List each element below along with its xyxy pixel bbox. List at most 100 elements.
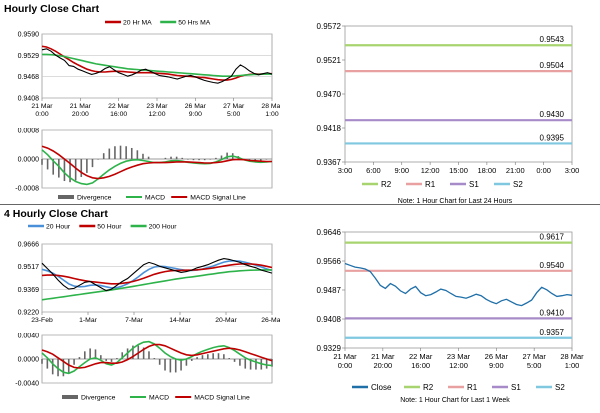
series-line-50-hour: [41, 262, 273, 285]
level-label-r1: 0.9504: [540, 61, 565, 70]
x-tick-label-time: 16:00: [110, 111, 127, 118]
x-tick-label: 20-Mar: [215, 317, 237, 324]
x-tick-label: 9:00: [394, 166, 409, 175]
x-tick-label: 15:00: [449, 166, 468, 175]
y-tick-label: 0.0008: [18, 128, 40, 135]
level-label-s1: 0.9410: [540, 308, 565, 317]
y-tick-label: 0.9487: [317, 286, 342, 295]
level-label-s2: 0.9395: [540, 133, 565, 142]
x-tick-label: 7-Mar: [125, 317, 143, 324]
four-hourly-levels-chart: 0.9646 0.9566 0.9487 0.9408 0.9329 0.9617 0.95…: [317, 228, 585, 392]
x-tick-label-time: 16:00: [411, 361, 430, 370]
plot-frame: [41, 33, 273, 99]
four-hourly-macd-chart: 0.0040 0.0000 -0.0040 Divergence MACD MACD Si…: [15, 333, 273, 402]
legend-label-s2: S2: [513, 180, 523, 189]
x-tick-label: 12:00: [421, 166, 440, 175]
legend-label-r2: R2: [423, 383, 434, 392]
legend-label-divergence: Divergence: [81, 395, 116, 402]
x-tick-label-time: 1:00: [265, 111, 278, 118]
x-tick-label: 22 Mar: [108, 103, 130, 110]
level-label-r2: 0.9543: [540, 35, 565, 44]
x-tick-label-time: 0:00: [35, 111, 48, 118]
legend-label-s1: S1: [469, 180, 479, 189]
hourly-levels-note: Note: 1 Hour Chart for Last 24 Hours: [397, 198, 513, 205]
y-tick-label: -0.0008: [15, 186, 39, 193]
series-line-20-hr-ma: [41, 45, 272, 81]
y-tick-label: 0.9572: [317, 22, 342, 31]
level-label-r2: 0.9617: [540, 233, 565, 242]
y-tick-label: 0.9408: [18, 96, 40, 103]
x-tick-label: 21:00: [506, 166, 525, 175]
y-tick-label: 0.0040: [18, 333, 40, 340]
x-tick-label: 26 Mar: [185, 103, 207, 110]
legend-label-s1: S1: [511, 383, 521, 392]
x-tick-label-time: 5:00: [227, 111, 240, 118]
legend-label-20-hour: 20 Hour: [46, 224, 71, 231]
plot-frame: [41, 243, 273, 313]
y-tick-label: 0.9566: [317, 257, 342, 266]
y-tick-label: 0.9418: [317, 124, 342, 133]
x-tick-label: 1-Mar: [79, 317, 97, 324]
y-tick-label: 0.9329: [317, 344, 342, 353]
series-line-macd-signal-line: [41, 145, 272, 180]
series-line-close: [344, 262, 573, 307]
legend-label-macd-signal-line: MACD Signal Line: [194, 395, 250, 402]
y-tick-label: 0.9666: [18, 242, 40, 249]
x-tick-label: 23 Mar: [146, 103, 168, 110]
x-tick-label-time: 1:00: [565, 361, 580, 370]
x-tick-label: 3:00: [565, 166, 580, 175]
legend-label-200-hour: 200 Hour: [149, 224, 178, 231]
hourly-macd-chart: 0.0008 0.0000 -0.0008 Divergence MACD MACD Si…: [15, 128, 273, 202]
y-tick-label: 0.9367: [317, 158, 342, 167]
legend-label-20-hr-ma: 20 Hr MA: [123, 20, 152, 27]
legend-label-50-hour: 50 Hour: [97, 224, 122, 231]
four-hourly-levels-note: Note: 1 Hour Chart for Last 1 Week: [400, 397, 510, 404]
x-tick-label: 21 Mar: [31, 103, 53, 110]
legend-label-r2: R2: [381, 180, 392, 189]
y-tick-label: 0.9470: [317, 90, 342, 99]
y-tick-label: -0.0040: [15, 381, 39, 388]
level-label-s2: 0.9357: [540, 328, 565, 337]
y-tick-label: 0.0000: [18, 157, 40, 164]
x-tick-label-time: 12:00: [449, 361, 468, 370]
x-tick-label: 6:00: [366, 166, 381, 175]
legend-label-close: Close: [371, 383, 392, 392]
plot-frame: [344, 25, 573, 163]
four-hourly-section-title: 4 Hourly Close Chart: [4, 208, 108, 220]
legend-label-50-hrs-ma: 50 Hrs MA: [178, 20, 211, 27]
legend-label-macd-signal-line: MACD Signal Line: [190, 195, 246, 202]
legend-label-r1: R1: [425, 180, 436, 189]
section-divider: [0, 204, 600, 205]
legend-label-divergence: Divergence: [77, 195, 112, 202]
series-line-macd: [41, 340, 273, 375]
x-tick-label-time: 20:00: [72, 111, 89, 118]
x-tick-label: 27 Mar: [223, 103, 245, 110]
legend-label-macd: MACD: [149, 395, 169, 402]
x-tick-label: 18:00: [477, 166, 496, 175]
x-tick-label-time: 9:00: [189, 111, 202, 118]
legend-label-macd: MACD: [145, 195, 165, 202]
x-tick-label: 21 Mar: [70, 103, 92, 110]
y-tick-label: 0.9646: [317, 228, 342, 237]
y-tick-label: 0.9468: [18, 74, 40, 81]
legend-label-s2: S2: [555, 383, 565, 392]
series-line-200-hour: [41, 269, 272, 301]
x-tick-label: 23-Feb: [31, 317, 53, 324]
x-tick-label-time: 20:00: [373, 361, 392, 370]
series-line-price: [41, 48, 273, 84]
series-line-price: [41, 258, 273, 292]
x-tick-label-time: 5:00: [527, 361, 542, 370]
y-tick-label: 0.9529: [18, 53, 40, 60]
y-tick-label: 0.9408: [317, 315, 342, 324]
hourly-levels-chart: 0.9572 0.9521 0.9470 0.9418 0.9367 0.9543 0.95…: [317, 22, 580, 189]
x-tick-label: 23 Mar: [447, 352, 471, 361]
x-tick-label: 0:00: [536, 166, 551, 175]
x-tick-label: 26-Mar: [261, 317, 280, 324]
x-tick-label: 27 Mar: [522, 352, 546, 361]
plot-frame: [344, 231, 573, 349]
x-tick-label: 28 Mar: [261, 103, 280, 110]
x-tick-label: 28 Mar: [560, 352, 584, 361]
x-tick-label: 21 Mar: [333, 352, 357, 361]
y-tick-label: 0.9517: [18, 264, 40, 271]
